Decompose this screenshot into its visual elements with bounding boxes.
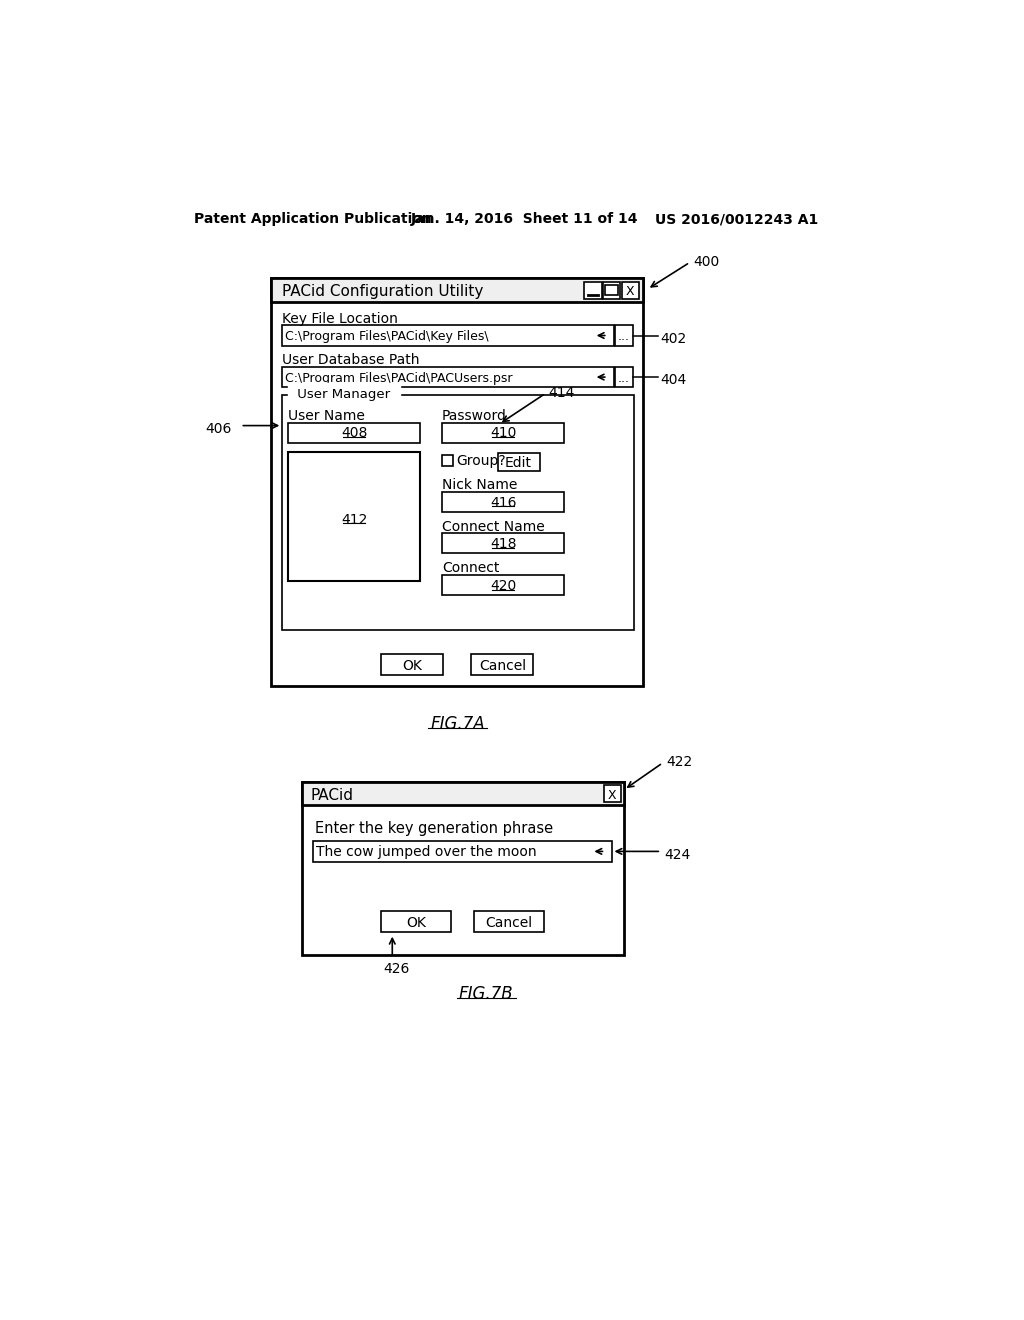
Text: 404: 404 <box>660 374 687 387</box>
Text: ...: ... <box>618 372 630 384</box>
Bar <box>271 277 643 302</box>
Text: Jan. 14, 2016  Sheet 11 of 14: Jan. 14, 2016 Sheet 11 of 14 <box>411 213 638 226</box>
Text: 406: 406 <box>206 422 231 436</box>
Text: The cow jumped over the moon: The cow jumped over the moon <box>316 845 537 859</box>
Text: 400: 400 <box>693 255 720 269</box>
Text: Nick Name: Nick Name <box>442 478 517 492</box>
Text: 410: 410 <box>489 426 516 441</box>
Text: 414: 414 <box>548 385 574 400</box>
Text: 418: 418 <box>489 537 516 552</box>
Text: FIG.7B: FIG.7B <box>459 985 513 1003</box>
Text: Connect: Connect <box>442 561 500 576</box>
Text: FIG.7A: FIG.7A <box>430 715 484 733</box>
Text: PACid: PACid <box>310 788 353 804</box>
Bar <box>471 653 534 675</box>
Text: 424: 424 <box>665 847 690 862</box>
Text: OK: OK <box>402 659 422 673</box>
Bar <box>442 533 564 553</box>
Bar <box>289 451 420 581</box>
Bar <box>603 281 621 298</box>
Text: C:\Program Files\PACid\Key Files\: C:\Program Files\PACid\Key Files\ <box>286 330 488 343</box>
Text: Connect Name: Connect Name <box>442 520 545 533</box>
Bar <box>498 453 541 471</box>
Bar <box>604 785 621 803</box>
Bar <box>622 281 639 298</box>
Bar <box>474 911 544 932</box>
Text: ...: ... <box>618 330 630 343</box>
Bar <box>302 781 624 956</box>
Bar <box>313 841 611 862</box>
Bar <box>605 285 617 296</box>
Text: 412: 412 <box>341 512 368 527</box>
Bar <box>615 367 633 387</box>
Text: Patent Application Publication: Patent Application Publication <box>194 213 432 226</box>
Bar <box>283 326 614 346</box>
Bar <box>442 455 453 466</box>
Bar <box>283 367 614 387</box>
Text: Group?: Group? <box>456 454 506 469</box>
Text: Cancel: Cancel <box>485 916 532 931</box>
Text: 408: 408 <box>341 426 368 441</box>
Bar <box>585 281 601 298</box>
Bar <box>442 422 564 442</box>
Bar <box>615 326 633 346</box>
Bar <box>289 422 420 442</box>
Text: 426: 426 <box>383 961 410 975</box>
Text: Cancel: Cancel <box>479 659 526 673</box>
Text: 416: 416 <box>489 496 516 510</box>
Text: User Manager: User Manager <box>293 388 394 401</box>
Bar <box>283 395 634 630</box>
Text: User Database Path: User Database Path <box>283 354 420 367</box>
Text: X: X <box>608 789 616 803</box>
Text: US 2016/0012243 A1: US 2016/0012243 A1 <box>655 213 818 226</box>
Text: X: X <box>626 285 635 298</box>
Bar <box>271 277 643 686</box>
Text: Edit: Edit <box>505 455 532 470</box>
Text: 402: 402 <box>660 331 687 346</box>
Text: PACid Configuration Utility: PACid Configuration Utility <box>283 284 483 298</box>
Text: OK: OK <box>407 916 426 931</box>
Text: 420: 420 <box>489 579 516 593</box>
Text: C:\Program Files\PACid\PACUsers.psr: C:\Program Files\PACid\PACUsers.psr <box>286 372 513 384</box>
Text: 422: 422 <box>667 755 693 770</box>
Text: Key File Location: Key File Location <box>283 312 398 326</box>
Bar <box>381 911 452 932</box>
Bar <box>442 492 564 512</box>
Bar <box>381 653 443 675</box>
Bar <box>302 781 624 805</box>
Text: User Name: User Name <box>289 409 366 422</box>
Text: Password: Password <box>442 409 507 422</box>
Bar <box>442 576 564 595</box>
Text: Enter the key generation phrase: Enter the key generation phrase <box>314 821 553 836</box>
